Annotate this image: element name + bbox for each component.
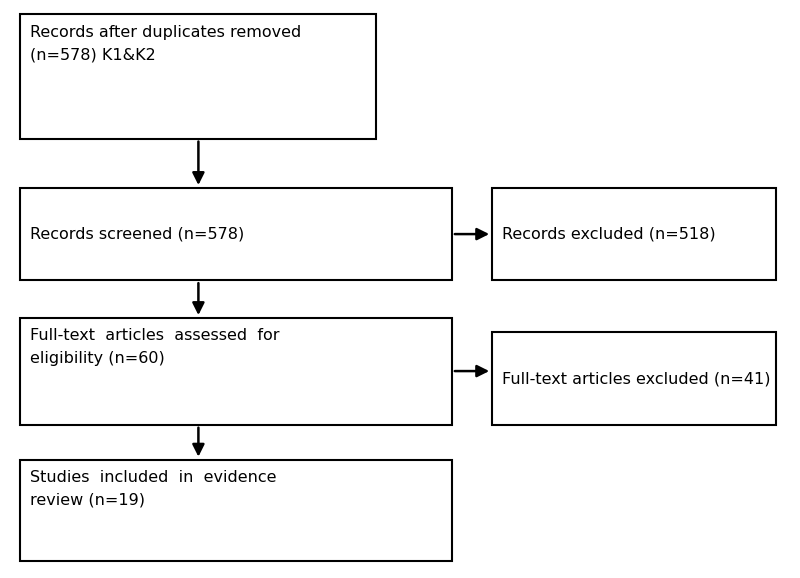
FancyBboxPatch shape — [20, 188, 452, 280]
FancyBboxPatch shape — [492, 188, 776, 280]
FancyBboxPatch shape — [20, 318, 452, 425]
Text: Studies  included  in  evidence
review (n=19): Studies included in evidence review (n=1… — [30, 470, 276, 507]
Text: Records after duplicates removed
(n=578) K1&K2: Records after duplicates removed (n=578)… — [30, 25, 301, 62]
FancyBboxPatch shape — [492, 332, 776, 425]
Text: Records screened (n=578): Records screened (n=578) — [30, 227, 244, 242]
FancyBboxPatch shape — [20, 14, 376, 139]
Text: Full-text  articles  assessed  for
eligibility (n=60): Full-text articles assessed for eligibil… — [30, 328, 279, 365]
FancyBboxPatch shape — [20, 460, 452, 561]
Text: Records excluded (n=518): Records excluded (n=518) — [502, 227, 715, 242]
Text: Full-text articles excluded (n=41): Full-text articles excluded (n=41) — [502, 371, 770, 386]
